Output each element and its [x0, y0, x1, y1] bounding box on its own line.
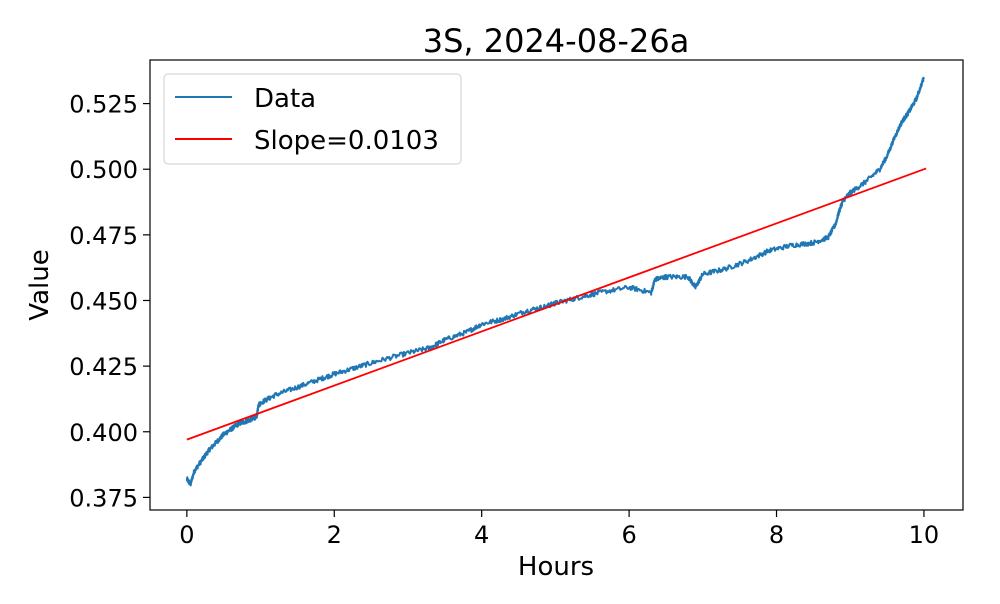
axes-frame — [149, 59, 964, 511]
y-tick-label: 0.525 — [69, 91, 138, 119]
legend: Data Slope=0.0103 — [163, 73, 462, 165]
x-tick-label: 10 — [909, 521, 940, 549]
legend-label-slope: Slope=0.0103 — [254, 126, 439, 156]
legend-box — [163, 73, 462, 165]
y-axis-label: Value — [25, 249, 55, 320]
x-axis-label: Hours — [518, 552, 594, 582]
chart-title: 3S, 2024-08-26a — [423, 22, 690, 60]
y-tick-label: 0.400 — [69, 419, 138, 447]
series-layer — [185, 76, 927, 487]
x-tick-label: 8 — [769, 521, 784, 549]
y-axis: 0.375 0.400 0.425 0.450 0.475 0.500 0.525 — [69, 91, 150, 512]
legend-label-data: Data — [254, 84, 316, 114]
y-tick-label: 0.475 — [69, 222, 138, 250]
slope-fit-line — [186, 167, 927, 441]
x-tick-label: 4 — [474, 521, 489, 549]
y-tick-label: 0.500 — [69, 156, 138, 184]
y-tick-label: 0.425 — [69, 353, 138, 381]
x-axis: 0 2 4 6 8 10 — [179, 510, 939, 549]
y-tick-label: 0.375 — [69, 484, 138, 512]
x-tick-label: 2 — [327, 521, 342, 549]
x-tick-label: 6 — [621, 521, 636, 549]
y-tick-label: 0.450 — [69, 287, 138, 315]
x-tick-label: 0 — [179, 521, 194, 549]
